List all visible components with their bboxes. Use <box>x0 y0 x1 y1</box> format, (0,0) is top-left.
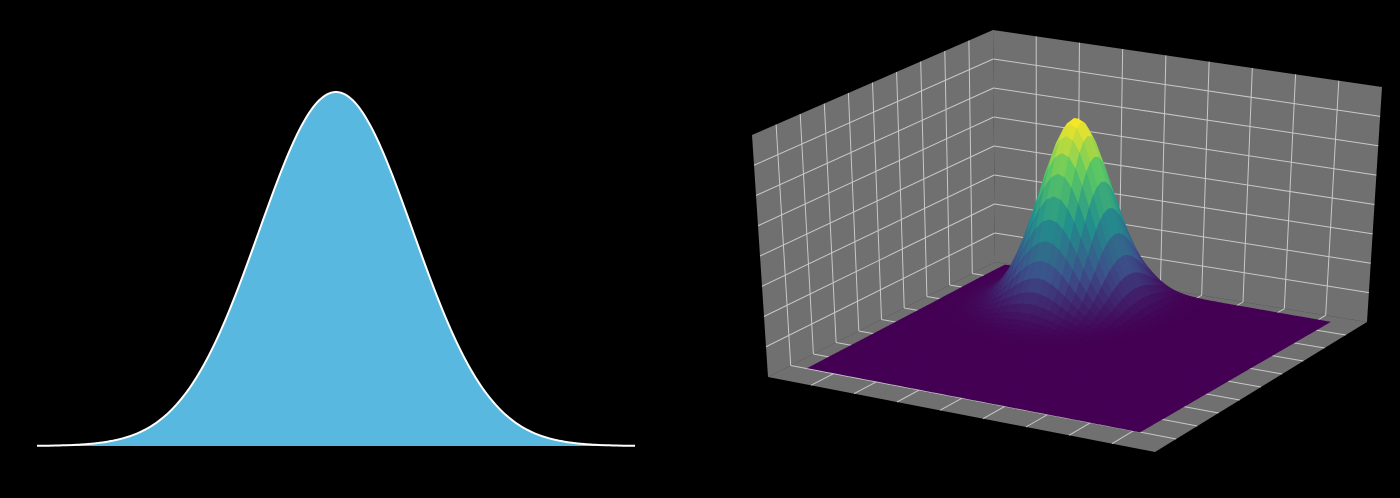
gaussian-area <box>37 92 636 446</box>
right-wall-grid <box>993 58 1381 117</box>
left-wall-grid <box>753 58 994 166</box>
left-wall-grid <box>763 203 995 317</box>
left-wall-grid <box>765 232 995 348</box>
right-wall-grid <box>993 87 1379 147</box>
surface-patch <box>1132 428 1145 433</box>
left-wall-grid <box>759 145 995 257</box>
left-wall-grid <box>755 87 994 196</box>
left-wall <box>752 30 995 377</box>
right-wall-grid <box>993 116 1377 176</box>
left-wall-grid <box>761 174 995 287</box>
left-wall-grid <box>757 116 994 227</box>
gaussian-outline <box>37 91 635 447</box>
